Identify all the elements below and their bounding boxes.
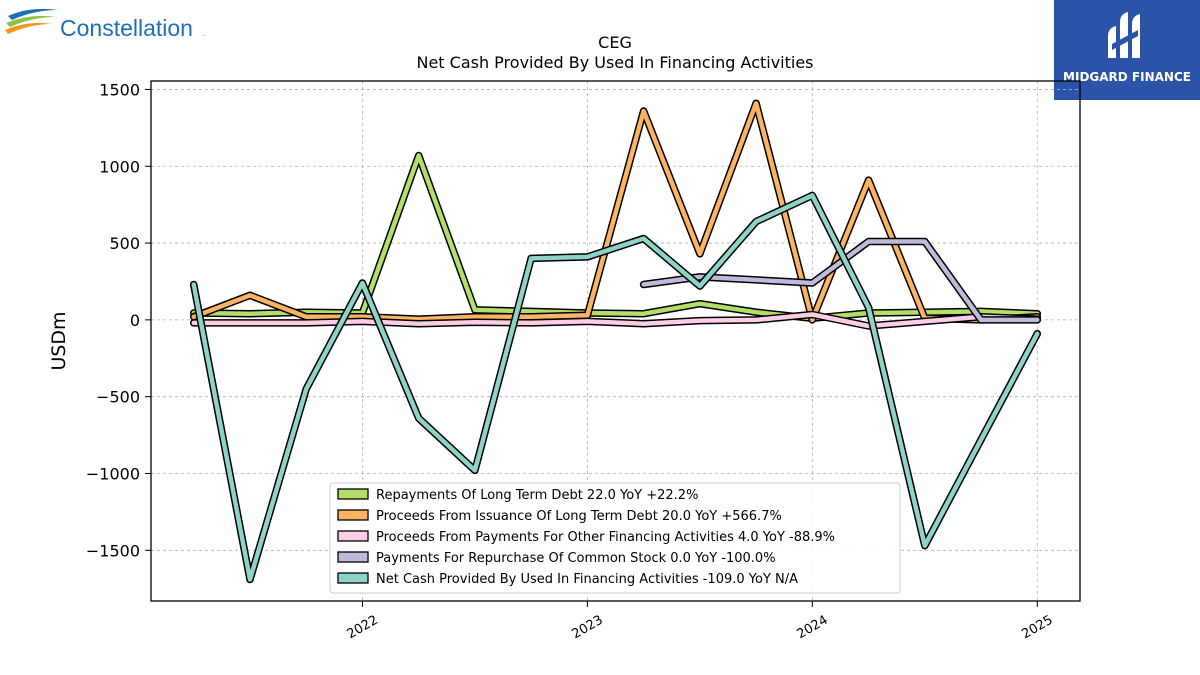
y-tick-label: −1500: [86, 541, 140, 560]
series-line-1: [191, 153, 1040, 321]
midgard-logo-text: MIDGARD FINANCE: [1063, 70, 1191, 84]
constellation-logo-mark: .: [203, 29, 205, 38]
x-tick-label: 2024: [794, 613, 830, 643]
series-outline: [189, 151, 1042, 323]
legend-entry-label: Payments For Repurchase Of Common Stock …: [376, 551, 776, 566]
y-axis-label: USDm: [48, 311, 70, 370]
constellation-logo: Constellation .: [4, 4, 234, 48]
legend-box: [329, 482, 901, 594]
constellation-swoosh-icon: Constellation .: [5, 8, 205, 41]
y-tick-label: 500: [109, 234, 140, 253]
y-tick-label: 0: [130, 311, 140, 330]
legend-swatch: [337, 509, 369, 521]
legend-swatch: [337, 530, 369, 542]
chart-subtitle: Net Cash Provided By Used In Financing A…: [416, 53, 813, 72]
series-lines: [189, 99, 1042, 584]
series-line-3: [191, 312, 1040, 329]
x-tick-label: 2023: [570, 613, 606, 643]
midgard-finance-logo: MIDGARD FINANCE: [1054, 0, 1200, 100]
constellation-logo-text: Constellation: [60, 15, 193, 41]
plot-frame: [150, 80, 1081, 602]
midgard-emblem-icon: MIDGARD FINANCE: [1063, 12, 1191, 84]
y-tick-label: 1500: [99, 80, 140, 99]
legend-swatch: [337, 488, 369, 500]
series-line-5: [191, 193, 1040, 582]
legend-entry-label: Net Cash Provided By Used In Financing A…: [376, 572, 798, 587]
chart-title: CEG: [598, 33, 632, 52]
y-tick-label: 1000: [99, 157, 140, 176]
legend-entry-label: Proceeds From Issuance Of Long Term Debt…: [376, 509, 782, 524]
series-line-2: [191, 101, 1040, 323]
legend-entry-label: Proceeds From Payments For Other Financi…: [376, 530, 835, 545]
legend: Repayments Of Long Term Debt 22.0 YoY +2…: [329, 482, 901, 594]
y-tick-label: −1000: [86, 464, 140, 483]
legend-swatch: [337, 551, 369, 563]
legend-swatch: [337, 572, 369, 584]
x-tick-label: 2022: [345, 613, 381, 643]
legend-entry-label: Repayments Of Long Term Debt 22.0 YoY +2…: [376, 488, 698, 503]
y-tick-label: −500: [96, 388, 140, 407]
x-tick-label: 2025: [1019, 613, 1055, 643]
